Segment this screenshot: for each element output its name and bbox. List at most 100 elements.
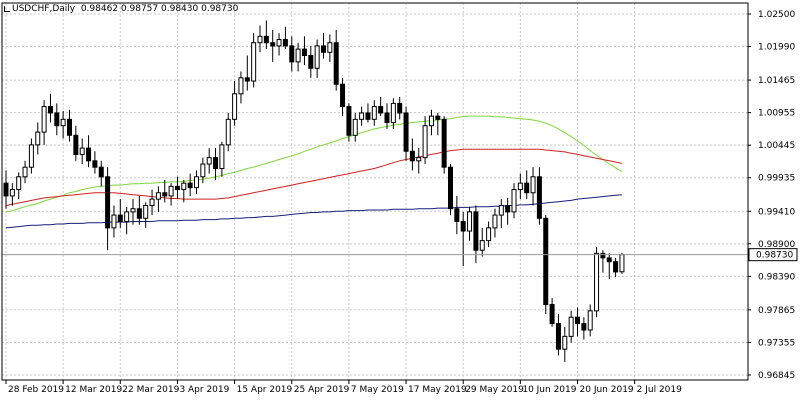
candle-body [98, 166, 104, 178]
candle [549, 298, 555, 327]
candle-body [346, 106, 352, 136]
candle [168, 183, 174, 206]
candle [333, 29, 339, 91]
candle [352, 112, 358, 142]
candle [232, 81, 238, 126]
time-tick-label: 20 Jun 2019 [580, 385, 634, 395]
candle [390, 98, 396, 129]
candle-body [238, 77, 244, 95]
candle [428, 109, 434, 136]
candle-body [378, 106, 384, 114]
candle [575, 307, 580, 337]
candle-body [124, 211, 130, 222]
candle-body [79, 147, 85, 155]
candle-body [321, 45, 326, 53]
price-tick-label: 0.97865 [758, 306, 795, 316]
candle-body [130, 208, 136, 213]
time-tick-label: 15 Apr 2019 [237, 385, 293, 395]
candle-body [340, 83, 346, 108]
candle-body [435, 115, 441, 120]
candle-body [524, 182, 530, 194]
candle-body [174, 185, 180, 191]
time-tick-label: 2 Jul 2019 [637, 385, 682, 395]
candle [124, 206, 130, 235]
candle-body [371, 106, 377, 120]
candle [289, 36, 295, 72]
candle-body [460, 220, 466, 232]
candle [244, 55, 250, 91]
candle [28, 138, 34, 174]
ma-fast-line [5, 115, 623, 213]
candle-body [244, 77, 250, 82]
candle-body [194, 176, 199, 189]
candle [47, 93, 53, 123]
price-tick-label: 0.99410 [758, 207, 795, 217]
candle [619, 252, 625, 274]
candle-body [295, 48, 301, 63]
candle-body [251, 42, 257, 82]
candle [397, 96, 403, 120]
candle [9, 183, 15, 206]
candle [270, 29, 276, 62]
candle-body [365, 112, 371, 120]
price-tick-label: 0.98900 [758, 240, 795, 250]
candle-body [536, 176, 542, 219]
price-tick-label: 1.00955 [758, 109, 795, 119]
candle-body [530, 176, 536, 194]
candle-body [448, 166, 453, 210]
price-axis: 1.02500 1.01990 1.01465 1.00955 1.00445 0.999… [748, 10, 795, 381]
close-value: 0.98730 [201, 4, 239, 14]
candle [486, 221, 492, 248]
candle [587, 304, 593, 337]
candle-body [206, 157, 212, 165]
candle-body [54, 112, 60, 127]
candle-body [41, 106, 47, 133]
candle [422, 116, 428, 165]
candle-body [149, 198, 155, 207]
symbol-period: USDCHF,Daily [12, 4, 76, 14]
candle [181, 179, 187, 203]
candle [282, 26, 288, 50]
candle [238, 71, 244, 104]
candle [174, 176, 180, 200]
candle-body [105, 176, 111, 229]
candle-body [390, 102, 396, 124]
candle-body [575, 316, 580, 325]
chart-header: USDCHF,Daily 0.98462 0.98757 0.98430 0.9… [4, 4, 238, 14]
candle-body [187, 182, 193, 189]
candle-body [117, 214, 123, 222]
candle [155, 186, 161, 212]
candle-body [111, 214, 117, 229]
candle [606, 253, 612, 279]
candle-body [3, 182, 9, 197]
candle-body [492, 214, 498, 229]
candle-body [270, 42, 276, 47]
candle [111, 205, 117, 238]
candle [378, 96, 384, 117]
candle [562, 326, 568, 362]
candle-body [143, 205, 149, 219]
candle [384, 103, 390, 129]
candle [225, 112, 231, 152]
candle-body [276, 39, 282, 47]
price-tick-label: 0.96845 [758, 371, 795, 381]
candle [321, 33, 326, 59]
candle [130, 199, 136, 225]
candle [187, 173, 193, 196]
low-value: 0.98430 [161, 4, 199, 14]
candle-body [92, 160, 98, 168]
candle [257, 25, 263, 53]
plot-border [1, 2, 749, 381]
candle [162, 179, 168, 203]
candle [479, 227, 485, 257]
chart-grid [2, 3, 748, 380]
candle-body [22, 166, 28, 178]
candle-body [467, 211, 473, 232]
candle [3, 170, 9, 209]
candle [314, 39, 320, 78]
candle-body [613, 261, 619, 273]
candle [143, 202, 149, 228]
candle [219, 141, 225, 177]
candle [346, 103, 352, 142]
